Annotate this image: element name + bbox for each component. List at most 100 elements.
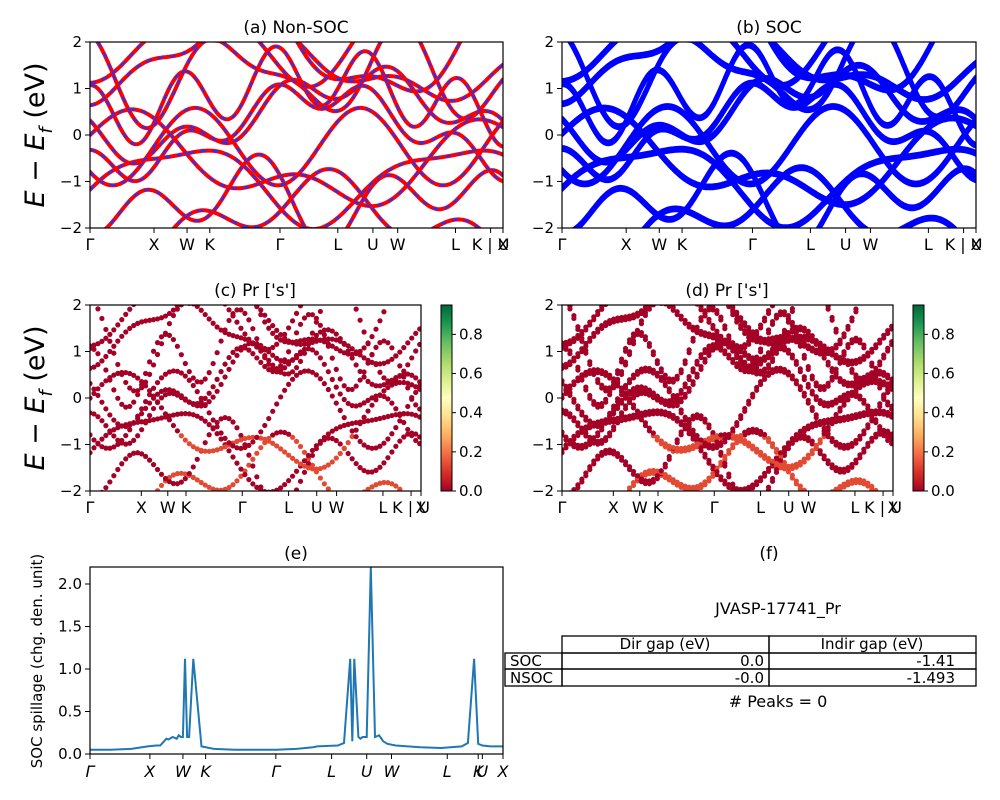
projection-point (567, 271, 572, 276)
projection-point (845, 414, 851, 420)
projection-point (337, 376, 343, 382)
x-tick-label: X (971, 235, 982, 254)
projection-point (345, 343, 351, 349)
projection-point (765, 336, 772, 342)
projection-point (805, 435, 811, 441)
projection-point (91, 411, 97, 417)
projection-point (785, 347, 792, 353)
projection-point (635, 291, 640, 296)
band-line (562, 79, 976, 181)
projection-point (750, 443, 756, 449)
projection-point (103, 378, 109, 384)
projection-point (889, 431, 893, 437)
projection-point (746, 508, 751, 513)
projection-point (765, 362, 772, 368)
projection-point (826, 273, 831, 278)
projection-point (202, 395, 208, 401)
projection-point (714, 433, 720, 439)
projection-point (579, 335, 585, 342)
projection-point (357, 402, 363, 408)
projection-point (797, 459, 803, 465)
projection-point (853, 335, 859, 341)
projection-point (630, 312, 637, 318)
projection-point (350, 270, 355, 275)
projection-point (91, 521, 96, 526)
projection-point (662, 372, 668, 378)
projection-point (266, 346, 272, 352)
projection-point (234, 263, 239, 268)
projection-point (754, 328, 760, 335)
projection-point (342, 284, 347, 289)
projection-point (254, 336, 260, 342)
x-tick-label: K | U (945, 235, 983, 254)
projection-point (146, 392, 153, 398)
projection-point (135, 520, 140, 525)
x-tick-label: W (651, 235, 667, 254)
projection-point (845, 394, 851, 400)
projection-point (603, 369, 609, 376)
projection-point (675, 283, 680, 288)
projection-point (638, 366, 645, 372)
projection-point (829, 418, 835, 424)
projection-point (190, 464, 196, 470)
projection-point (393, 483, 399, 489)
projection-point (238, 335, 244, 341)
ylabel-main: E − E (20, 397, 51, 471)
projection-point (710, 344, 716, 350)
projection-point (139, 406, 145, 412)
projection-point (184, 305, 187, 306)
projection-point (738, 435, 744, 441)
projection-point (805, 397, 811, 403)
projection-point (103, 534, 108, 539)
projection-point (170, 472, 177, 478)
projection-point (829, 314, 835, 321)
projection-point (710, 434, 716, 440)
projection-point (829, 492, 834, 497)
projection-point (254, 474, 260, 480)
projection-point (833, 366, 839, 372)
projection-point (413, 437, 419, 444)
projection-point (341, 396, 347, 403)
projection-point (178, 393, 184, 399)
x-tick-label: W (160, 498, 176, 517)
projection-point (186, 411, 192, 417)
projection-point (365, 486, 371, 491)
projection-point (698, 363, 704, 370)
projection-point (289, 455, 296, 461)
projection-point (313, 350, 320, 356)
projection-point (559, 293, 564, 298)
projection-point (583, 424, 589, 430)
projection-point (881, 352, 887, 358)
x-tick-label: X (497, 762, 510, 781)
projection-point (91, 390, 97, 396)
projection-point (889, 250, 894, 255)
projection-point (314, 276, 319, 281)
projection-point (758, 346, 764, 352)
projection-point (91, 346, 97, 352)
projection-point (619, 500, 624, 505)
projection-point (647, 297, 652, 302)
x-tick-label: L (756, 498, 765, 517)
projection-point (579, 425, 585, 431)
projection-point (178, 352, 184, 358)
projection-point (599, 419, 605, 426)
projection-point (877, 284, 882, 289)
projection-point (623, 289, 628, 294)
projection-point (599, 382, 605, 388)
projection-point (794, 299, 799, 304)
projection-point (845, 380, 851, 386)
projection-point (877, 337, 883, 343)
projection-point (833, 416, 839, 422)
projection-point (385, 340, 391, 346)
projection-point (150, 317, 157, 323)
projection-point (159, 290, 164, 295)
projection-point (765, 308, 772, 314)
x-tick-label: L (327, 762, 336, 781)
x-tick-label: W (863, 235, 879, 254)
projection-point (797, 483, 803, 489)
projection-point (143, 379, 149, 385)
projection-point (682, 483, 688, 489)
projection-point (626, 377, 633, 383)
projection-point (635, 286, 640, 291)
projection-point (841, 399, 847, 406)
